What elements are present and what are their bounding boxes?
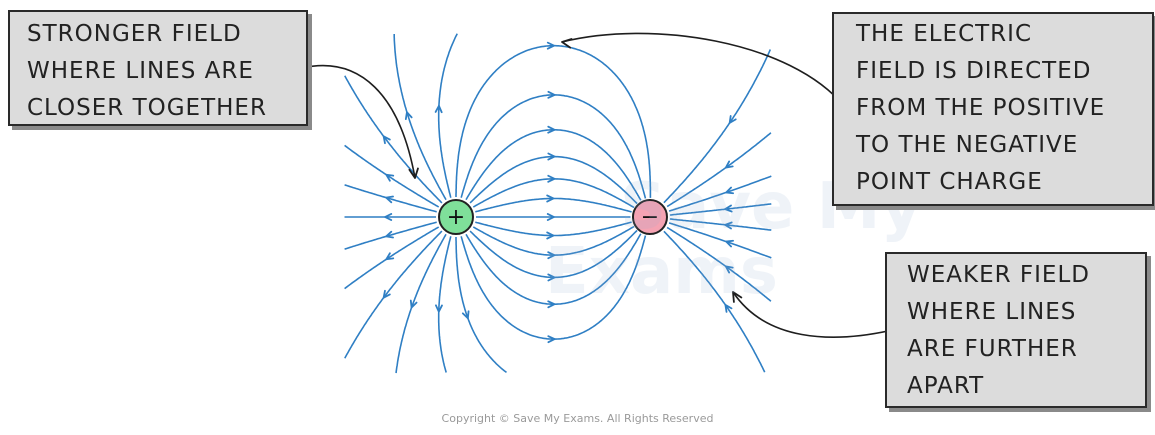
- weaker-field-connector-head: [732, 291, 743, 303]
- stronger-field-connector-head: [408, 167, 419, 179]
- field-line-28-arrow: [725, 239, 734, 248]
- field-line-23-arrow: [546, 194, 555, 203]
- field-line-3-arrow: [547, 273, 556, 282]
- field-line-10: [344, 226, 440, 290]
- field-lines: [344, 33, 772, 374]
- field-line-11: [344, 221, 437, 250]
- field-line-31: [663, 230, 766, 373]
- field-line-9-arrow: [382, 289, 391, 299]
- field-line-24: [666, 132, 772, 208]
- field-line-21-arrow: [547, 152, 556, 161]
- field-line-14-arrow: [385, 173, 395, 182]
- negative-charge: −: [632, 199, 668, 235]
- field-line-20-arrow: [547, 125, 556, 134]
- field-line-15-arrow: [382, 135, 391, 145]
- weaker-field-label-box: WEAKER FIELD WHERE LINES ARE FURTHER APA…: [885, 252, 1147, 408]
- field-line-19: [460, 94, 647, 199]
- field-line-2: [472, 225, 635, 256]
- stronger-field-label-box: STRONGER FIELD WHERE LINES ARE CLOSER TO…: [8, 10, 308, 126]
- field-line-17: [437, 33, 458, 198]
- field-direction-connector-head: [561, 38, 573, 49]
- field-direction-label: THE ELECTRIC FIELD IS DIRECTED FROM THE …: [856, 21, 1106, 195]
- field-line-30-arrow: [728, 115, 737, 124]
- callout-arrows: [298, 32, 901, 338]
- field-line-9: [344, 230, 443, 359]
- field-line-19-arrow: [547, 90, 556, 99]
- copyright-text: Copyright © Save My Exams. All Rights Re…: [441, 412, 714, 425]
- field-line-5-arrow: [547, 335, 556, 344]
- field-line-22: [472, 178, 635, 209]
- field-line-27: [669, 218, 772, 231]
- field-line-25: [668, 175, 772, 212]
- negative-charge-circle: [632, 199, 668, 235]
- field-line-23: [475, 197, 632, 213]
- field-line-28: [668, 222, 772, 259]
- field-line-13: [344, 184, 437, 213]
- field-line-7-arrow: [435, 304, 443, 313]
- field-line-13-arrow: [385, 195, 394, 204]
- positive-charge-circle: [438, 199, 474, 235]
- field-line-12-arrow: [384, 213, 393, 221]
- field-line-30: [663, 49, 772, 204]
- weaker-field-label: WEAKER FIELD WHERE LINES ARE FURTHER APA…: [907, 262, 1090, 399]
- field-line-7: [437, 236, 452, 373]
- field-line-14: [344, 144, 440, 208]
- field-line-18-arrow: [546, 41, 555, 50]
- field-line-24-arrow: [724, 160, 734, 169]
- field-line-20: [465, 129, 642, 201]
- field-line-8-arrow: [409, 299, 418, 309]
- field-line-25-arrow: [725, 186, 734, 195]
- field-line-27-arrow: [724, 221, 733, 230]
- field-line-26: [669, 203, 772, 216]
- field-line-16: [393, 34, 447, 201]
- field-line-1-arrow: [546, 231, 555, 240]
- field-direction-connector: [561, 32, 846, 108]
- field-line-29-arrow: [724, 265, 734, 274]
- field-line-8: [395, 233, 447, 374]
- field-direction-label-box: THE ELECTRIC FIELD IS DIRECTED FROM THE …: [832, 12, 1154, 206]
- field-line-11-arrow: [385, 230, 394, 239]
- field-line-16-arrow: [404, 111, 413, 121]
- field-line-5: [460, 235, 647, 340]
- negative-charge-symbol: −: [641, 205, 659, 230]
- field-line-31-arrow: [724, 304, 733, 313]
- field-line-18: [455, 44, 652, 198]
- positive-charge: +: [438, 199, 474, 235]
- field-line-0-arrow: [546, 213, 555, 221]
- positive-charge-symbol: +: [447, 205, 465, 230]
- weaker-field-connector: [732, 291, 898, 338]
- field-line-2-arrow: [547, 251, 556, 260]
- stronger-field-label: STRONGER FIELD WHERE LINES ARE CLOSER TO…: [27, 21, 267, 121]
- field-line-6: [455, 237, 507, 374]
- field-line-1: [475, 221, 632, 237]
- field-line-10-arrow: [385, 252, 395, 261]
- field-line-29: [666, 226, 772, 302]
- field-line-4: [465, 233, 642, 305]
- field-line-22-arrow: [547, 174, 556, 183]
- field-line-4-arrow: [547, 300, 556, 309]
- field-line-15: [344, 75, 443, 204]
- stronger-field-connector: [301, 64, 416, 179]
- field-line-6-arrow: [461, 310, 470, 320]
- field-line-26-arrow: [724, 204, 733, 213]
- field-line-17-arrow: [434, 104, 443, 114]
